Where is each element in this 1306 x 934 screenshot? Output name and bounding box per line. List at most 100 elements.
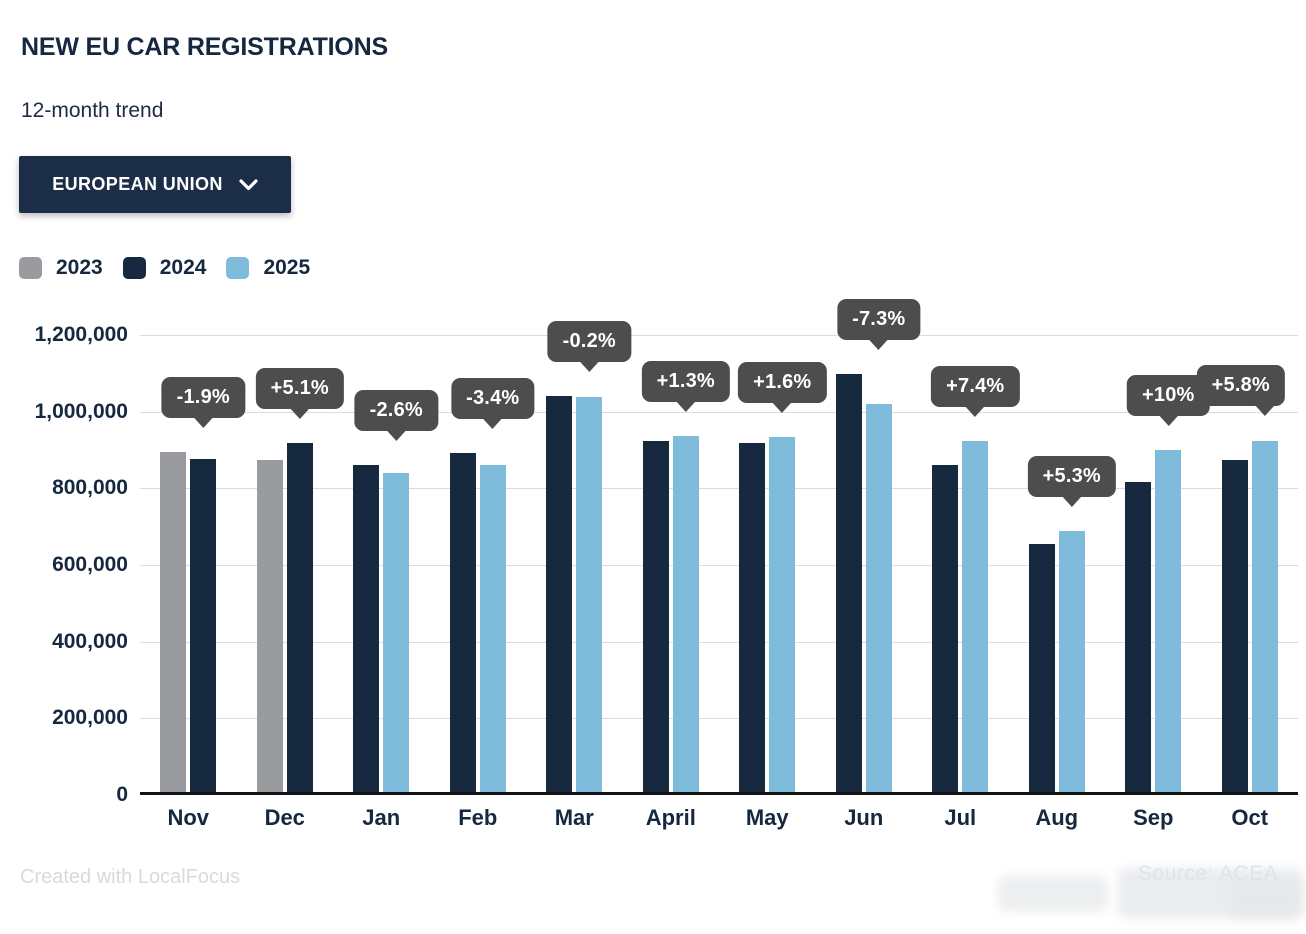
bar-2024-may[interactable] [739, 442, 766, 792]
x-axis-label-oct: Oct [1231, 805, 1269, 830]
legend-label: 2025 [263, 256, 311, 279]
bar-2025-jun[interactable] [865, 404, 892, 792]
bar-2024-oct[interactable] [1221, 459, 1248, 792]
x-axis-label-may: May [745, 805, 789, 830]
bar-2024-sep[interactable] [1125, 481, 1152, 792]
pct-change-value: +5.1% [255, 367, 344, 409]
gridline [140, 411, 1298, 413]
bar-2025-feb[interactable] [479, 464, 506, 792]
pct-change-value: +5.8% [1196, 365, 1285, 407]
watermark-smear [998, 876, 1108, 912]
tooltip-tail [1061, 496, 1082, 508]
bar-2025-jan[interactable] [383, 473, 410, 792]
pct-change-tooltip: +1.6% [738, 362, 827, 414]
credit-text: Created with LocalFocus [20, 866, 241, 888]
tooltip-tail [1254, 405, 1275, 417]
bar-group-nov: -1.9% Nov [140, 335, 245, 830]
bar-2025-april[interactable] [672, 435, 699, 792]
bar-group-aug: +5.3% Aug [1009, 335, 1116, 830]
bar-2025-aug[interactable] [1058, 531, 1085, 792]
pct-change-tooltip: +1.3% [641, 360, 730, 412]
bar-2024-aug[interactable] [1028, 544, 1055, 792]
pct-change-value: +7.4% [931, 366, 1020, 408]
pct-change-tooltip: -2.6% [354, 390, 438, 442]
tooltip-tail [1158, 415, 1179, 427]
legend-swatch-2025 [226, 257, 250, 279]
legend-item-2024[interactable]: 2024 [122, 256, 216, 280]
tooltip-tail [579, 361, 600, 373]
bar-group-may: +1.6% May [719, 335, 827, 830]
bar-2023-nov[interactable] [160, 452, 187, 792]
x-axis-label-mar: Mar [554, 805, 594, 830]
bar-2024-jan[interactable] [353, 465, 380, 792]
pct-change-tooltip: -3.4% [451, 378, 535, 430]
pct-change-value: -2.6% [354, 390, 438, 432]
bar-2024-april[interactable] [642, 440, 669, 792]
y-axis-tick-label: 1,200,000 [34, 323, 128, 346]
bar-2024-jun[interactable] [835, 374, 862, 792]
bar-2025-mar[interactable] [576, 397, 603, 792]
pct-change-tooltip: +7.4% [931, 366, 1020, 418]
tooltip-tail [289, 407, 310, 419]
chevron-down-icon [239, 178, 258, 191]
bar-group-sep: +10% Sep [1105, 335, 1210, 830]
pct-change-tooltip: +5.8% [1196, 365, 1306, 417]
bar-2025-may[interactable] [769, 437, 796, 792]
legend-label: 2024 [159, 256, 207, 279]
page-title: NEW EU CAR REGISTRATIONS [21, 33, 388, 61]
source-text: Source: ACEA [1138, 862, 1279, 885]
gridline [140, 641, 1298, 643]
tooltip-tail [868, 339, 889, 351]
plot-area: -1.9% Nov +5.1% Dec -2.6% Jan -3.4% Feb -0.2% Mar… [140, 299, 1299, 830]
bar-2024-feb[interactable] [449, 453, 476, 792]
pct-change-value: +10% [1126, 375, 1210, 417]
bar-2024-dec[interactable] [286, 442, 313, 792]
bar-2024-mar[interactable] [546, 396, 573, 792]
pct-change-value: -0.2% [547, 321, 631, 363]
x-axis-label-jan: Jan [362, 805, 401, 830]
gridline [140, 565, 1298, 566]
legend-item-2023[interactable]: 2023 [19, 256, 112, 280]
x-axis-label-jun: Jun [844, 805, 884, 830]
watermark-smear [1230, 880, 1300, 918]
gridline [140, 335, 1298, 336]
legend: 2023 2024 2025 [19, 256, 330, 280]
bar-2024-jul[interactable] [932, 465, 959, 792]
bar-2025-sep[interactable] [1155, 450, 1182, 792]
y-axis-tick-label: 600,000 [52, 553, 128, 576]
bar-2023-dec[interactable] [256, 459, 283, 792]
gridline [140, 718, 1298, 720]
pct-change-value: -1.9% [161, 376, 245, 418]
x-axis-label-april: April [645, 805, 696, 830]
pct-change-value: +1.3% [641, 360, 730, 402]
pct-change-tooltip: +5.3% [1027, 456, 1116, 508]
tooltip-tail [675, 400, 696, 412]
pct-change-value: -3.4% [451, 378, 535, 420]
pct-change-value: -7.3% [837, 299, 921, 341]
x-axis-label-aug: Aug [1035, 805, 1079, 830]
bar-group-dec: +5.1% Dec [237, 335, 344, 830]
x-axis-label-feb: Feb [458, 805, 498, 830]
pct-change-tooltip: -1.9% [161, 376, 245, 428]
tooltip-tail [965, 406, 986, 418]
bar-2025-oct[interactable] [1251, 440, 1278, 792]
page-subtitle: 12-month trend [21, 99, 164, 122]
bar-group-feb: -3.4% Feb [430, 335, 535, 830]
region-dropdown[interactable]: EUROPEAN UNION [19, 156, 291, 213]
pct-change-tooltip: -0.2% [547, 321, 631, 373]
bar-group-jun: -7.3% Jun [816, 299, 921, 830]
bar-group-mar: -0.2% Mar [526, 321, 631, 830]
tooltip-tail [772, 402, 793, 414]
bar-group-oct: +5.8% Oct [1196, 335, 1299, 830]
pct-change-tooltip: +5.1% [255, 367, 344, 419]
bar-2024-nov[interactable] [190, 458, 217, 792]
bar-group-jul: +7.4% Jul [912, 335, 1020, 830]
y-axis-tick-label: 0 [116, 783, 128, 806]
legend-swatch-2024 [122, 257, 146, 279]
legend-label: 2023 [56, 256, 103, 279]
y-axis-tick-label: 800,000 [52, 476, 128, 500]
x-axis-label-nov: Nov [167, 805, 210, 830]
bar-2025-jul[interactable] [962, 441, 989, 792]
legend-item-2025[interactable]: 2025 [226, 256, 319, 280]
